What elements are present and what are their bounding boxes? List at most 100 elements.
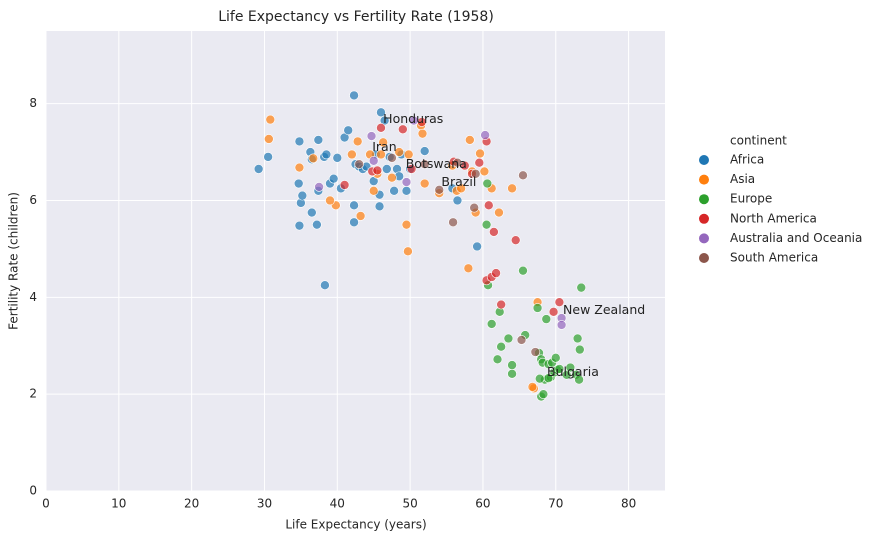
point (265, 114, 276, 125)
point (480, 130, 490, 140)
x-tick-label: 70 (548, 497, 563, 511)
point (456, 183, 466, 194)
y-tick-label: 4 (29, 290, 37, 304)
point (554, 364, 565, 374)
y-tick-label: 6 (29, 193, 37, 207)
point (419, 146, 430, 156)
legend-label: Asia (730, 172, 755, 186)
point (387, 153, 397, 163)
point (313, 135, 324, 145)
point (328, 173, 339, 184)
y-tick-label: 0 (29, 484, 37, 498)
point (576, 282, 587, 293)
point (352, 136, 363, 147)
x-tick-label: 0 (42, 497, 50, 511)
point (452, 157, 463, 168)
point (355, 211, 366, 221)
chart-title: Life Expectancy vs Fertility Rate (1958) (218, 9, 494, 25)
point (321, 149, 332, 160)
y-tick-label: 8 (29, 96, 37, 110)
point (434, 185, 445, 195)
point (401, 177, 412, 187)
annotation: Bulgaria (547, 364, 599, 379)
point (297, 190, 308, 201)
point (368, 185, 379, 196)
x-tick-label: 10 (111, 497, 126, 511)
point (382, 164, 392, 174)
x-tick-label: 50 (402, 497, 417, 511)
point (516, 335, 527, 345)
point (469, 202, 480, 213)
point (518, 265, 528, 276)
legend-label: North America (730, 211, 817, 225)
point (507, 369, 517, 379)
point (463, 263, 474, 274)
point (574, 344, 585, 355)
point (518, 170, 528, 181)
point (320, 280, 330, 291)
point (294, 162, 305, 173)
point (376, 107, 386, 118)
legend-label: Australia and Oceania (730, 231, 862, 245)
legend-marker (699, 194, 709, 205)
point (307, 207, 317, 218)
x-tick-label: 40 (330, 497, 345, 511)
point (366, 131, 377, 141)
point (312, 219, 322, 230)
point (349, 90, 359, 101)
point (510, 235, 521, 245)
point (408, 115, 419, 126)
legend-title: continent (730, 134, 787, 148)
point (376, 149, 386, 160)
point (417, 128, 428, 139)
point (378, 137, 388, 148)
point (448, 217, 458, 228)
x-tick-label: 60 (475, 497, 490, 511)
point (419, 178, 430, 189)
point (565, 362, 576, 373)
plot-area (46, 31, 665, 491)
annotation: Brazil (441, 174, 476, 189)
point (403, 149, 414, 160)
point (401, 185, 412, 196)
point (376, 123, 386, 133)
point (374, 201, 385, 212)
point (294, 136, 305, 147)
annotation: Honduras (383, 111, 443, 126)
point (548, 307, 559, 317)
x-axis-label: Life Expectancy (years) (285, 518, 426, 532)
point (481, 219, 492, 230)
point (398, 124, 408, 135)
point (349, 217, 359, 228)
point (401, 219, 412, 230)
point (403, 246, 413, 257)
point (486, 319, 497, 329)
x-tick-label: 30 (257, 497, 272, 511)
point (314, 182, 324, 192)
point (465, 135, 475, 145)
point (492, 354, 503, 365)
point (475, 148, 485, 159)
point (479, 166, 490, 177)
legend-label: Europe (730, 192, 772, 206)
legend-marker (699, 155, 709, 165)
point (541, 314, 552, 324)
y-tick-label: 2 (29, 387, 37, 401)
point (483, 200, 494, 211)
legend-marker (699, 213, 709, 224)
point (489, 227, 499, 237)
point (308, 153, 319, 164)
point (253, 164, 264, 174)
point (474, 157, 485, 168)
point (574, 374, 584, 385)
point (470, 169, 481, 179)
point (354, 159, 364, 169)
point (482, 178, 493, 189)
point (394, 147, 404, 157)
annotation: Iran (372, 139, 396, 154)
point (534, 373, 545, 384)
point (494, 207, 504, 218)
point (507, 183, 517, 194)
point (530, 347, 541, 357)
